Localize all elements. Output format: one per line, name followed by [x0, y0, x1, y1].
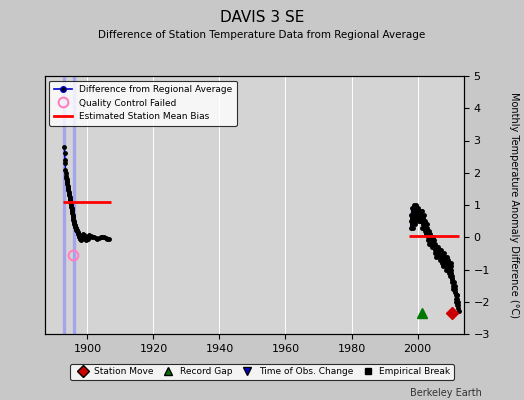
Text: Difference of Station Temperature Data from Regional Average: Difference of Station Temperature Data f… — [99, 30, 425, 40]
Bar — [73, 76, 75, 334]
Text: DAVIS 3 SE: DAVIS 3 SE — [220, 10, 304, 25]
Y-axis label: Monthly Temperature Anomaly Difference (°C): Monthly Temperature Anomaly Difference (… — [509, 92, 519, 318]
Legend: Station Move, Record Gap, Time of Obs. Change, Empirical Break: Station Move, Record Gap, Time of Obs. C… — [70, 364, 454, 380]
Bar — [63, 76, 65, 334]
Text: Berkeley Earth: Berkeley Earth — [410, 388, 482, 398]
Legend: Difference from Regional Average, Quality Control Failed, Estimated Station Mean: Difference from Regional Average, Qualit… — [49, 80, 237, 126]
